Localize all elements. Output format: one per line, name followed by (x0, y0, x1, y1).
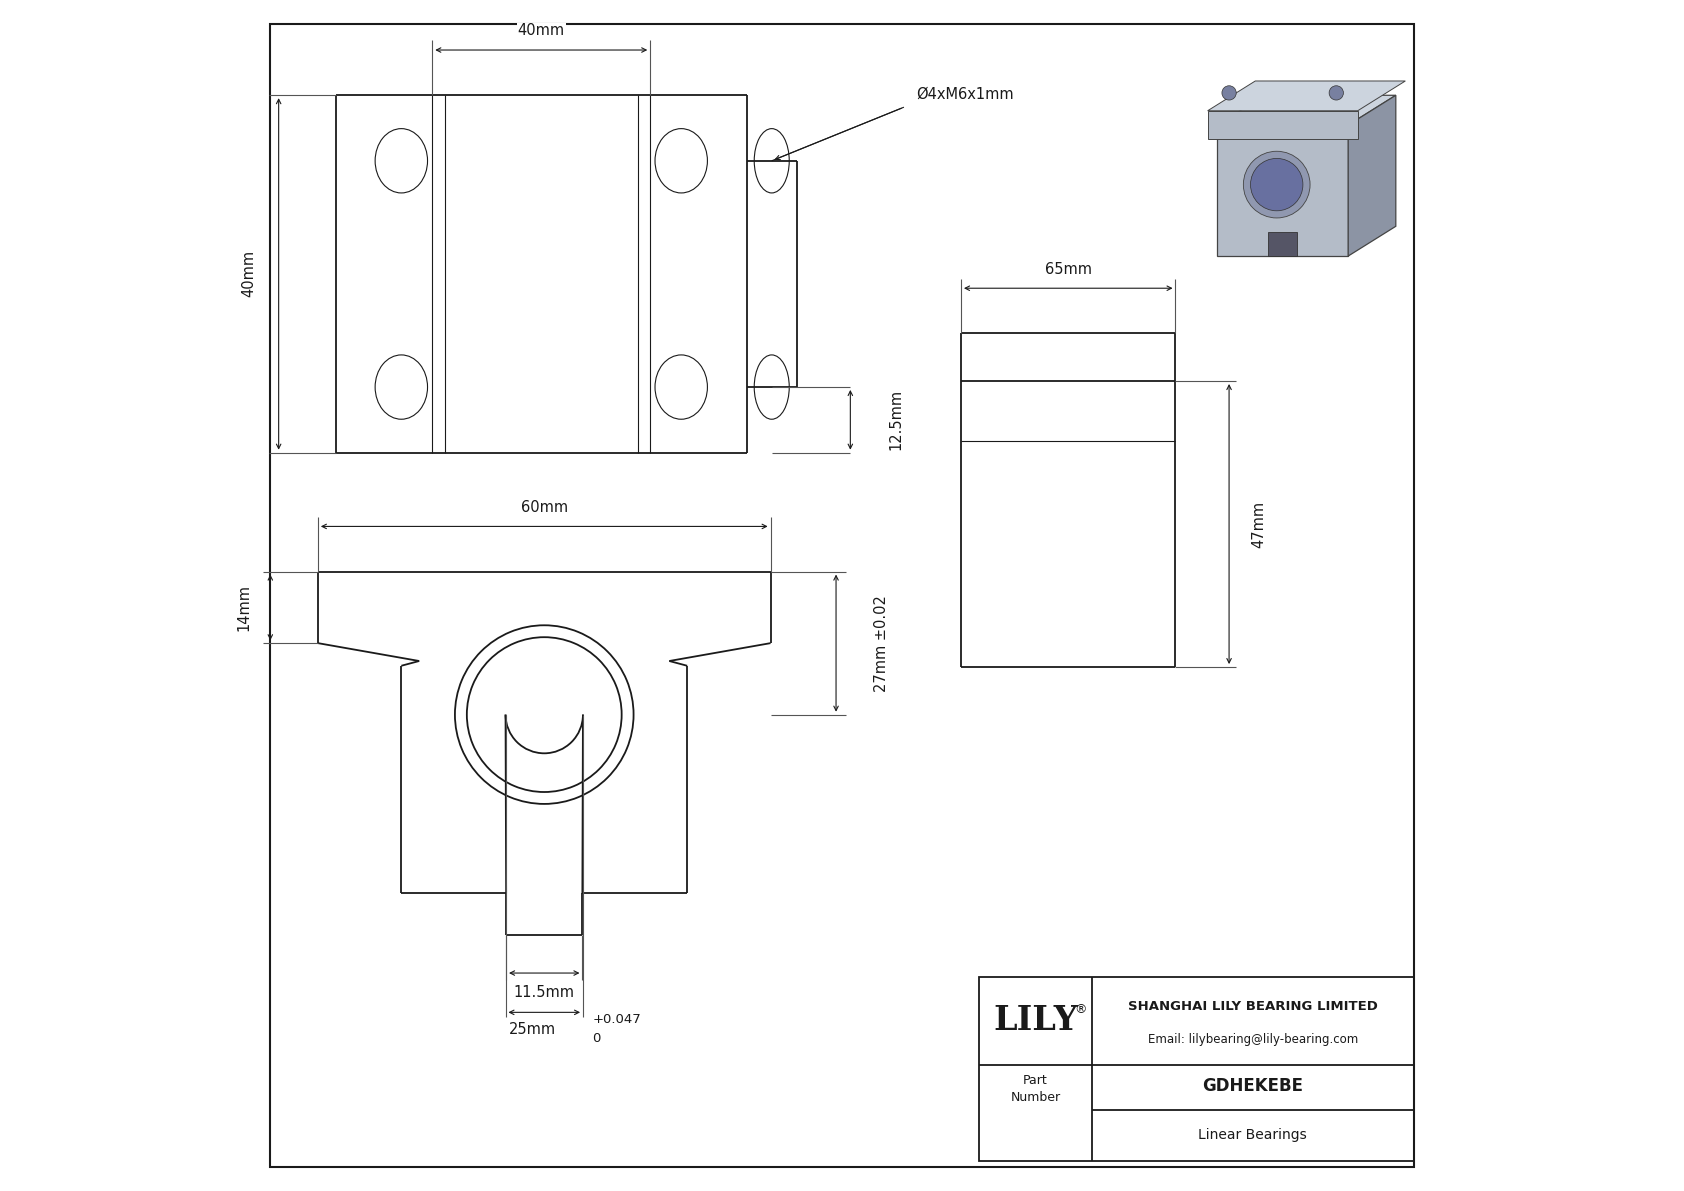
Text: LILY: LILY (994, 1004, 1078, 1037)
Polygon shape (1207, 111, 1357, 139)
Polygon shape (1218, 95, 1396, 125)
Polygon shape (1207, 81, 1406, 111)
Text: 40mm: 40mm (517, 24, 564, 38)
Text: Linear Bearings: Linear Bearings (1199, 1128, 1307, 1142)
Text: 65mm: 65mm (1044, 262, 1091, 276)
Text: 27mm ±0.02: 27mm ±0.02 (874, 594, 889, 692)
Polygon shape (1218, 125, 1349, 256)
Text: Part
Number: Part Number (1010, 1074, 1061, 1104)
Text: 14mm: 14mm (237, 584, 251, 631)
Polygon shape (1268, 232, 1297, 256)
Text: 47mm: 47mm (1251, 500, 1266, 548)
Text: 60mm: 60mm (520, 500, 568, 515)
Text: +0.047: +0.047 (593, 1014, 642, 1025)
Circle shape (1329, 86, 1344, 100)
Text: 12.5mm: 12.5mm (887, 389, 903, 450)
Text: Ø4xM6x1mm: Ø4xM6x1mm (916, 86, 1014, 101)
Text: 40mm: 40mm (241, 250, 256, 298)
Polygon shape (1349, 95, 1396, 256)
Text: ®: ® (1074, 1003, 1086, 1016)
Circle shape (1243, 151, 1310, 218)
Text: GDHEKEBE: GDHEKEBE (1202, 1077, 1303, 1095)
Text: 11.5mm: 11.5mm (514, 985, 574, 999)
Circle shape (1251, 158, 1303, 211)
Text: 25mm: 25mm (509, 1022, 556, 1036)
Text: SHANGHAI LILY BEARING LIMITED: SHANGHAI LILY BEARING LIMITED (1128, 999, 1378, 1012)
Text: Email: lilybearing@lily-bearing.com: Email: lilybearing@lily-bearing.com (1148, 1033, 1357, 1046)
Circle shape (1223, 86, 1236, 100)
Text: 0: 0 (593, 1033, 601, 1045)
